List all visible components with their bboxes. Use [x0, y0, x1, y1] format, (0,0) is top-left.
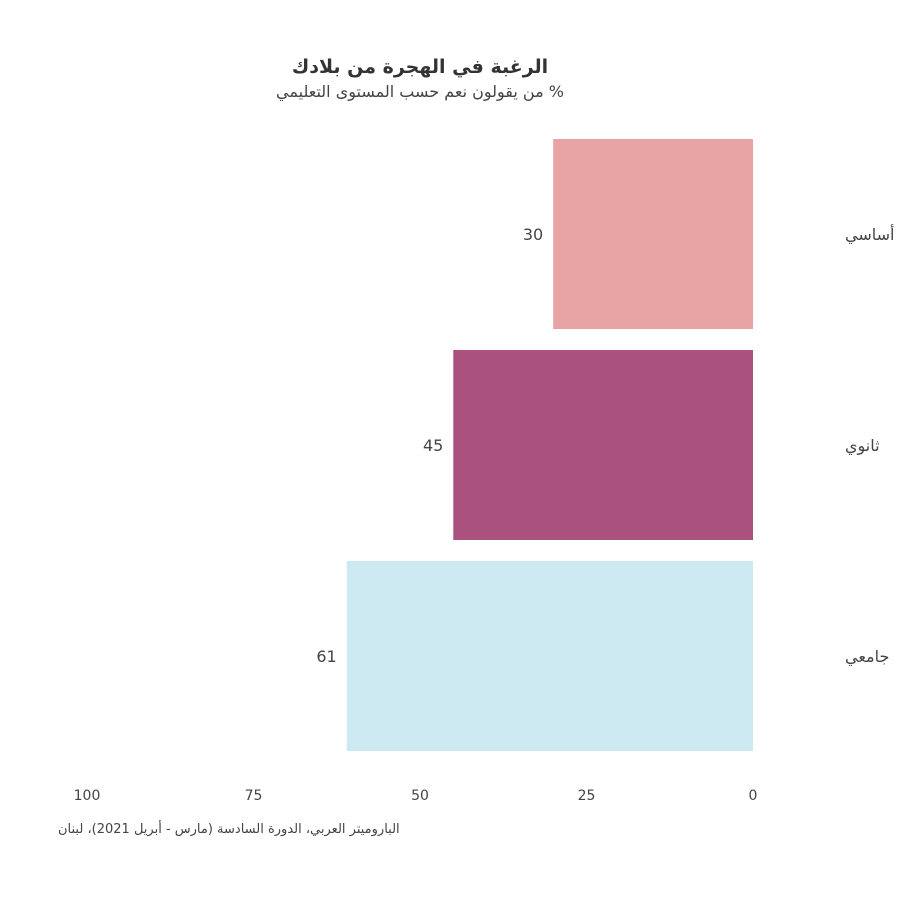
chart-subtitle: % من يقولون نعم حسب المستوى التعليمي: [276, 82, 564, 101]
category-label: أساسي: [845, 224, 894, 245]
x-tick-label: 25: [578, 788, 596, 804]
category-label: ثانوي: [845, 436, 880, 456]
bar-value-label: 45: [423, 436, 443, 455]
bar-value-label: 30: [523, 225, 543, 244]
chart-title: الرغبة في الهجرة من بلادك: [291, 56, 549, 78]
bar-value-label: 61: [316, 647, 336, 666]
bar-3: [346, 561, 753, 751]
source-note: الباروميتر العربي، الدورة السادسة (مارس …: [58, 822, 400, 837]
x-tick-label: 100: [74, 788, 101, 804]
bar-1: [553, 139, 753, 329]
category-label: جامعي: [845, 647, 889, 667]
x-tick-label: 75: [245, 788, 263, 804]
x-tick-label: 0: [749, 788, 758, 804]
bar-2: [453, 350, 753, 540]
x-tick-label: 50: [411, 788, 429, 804]
